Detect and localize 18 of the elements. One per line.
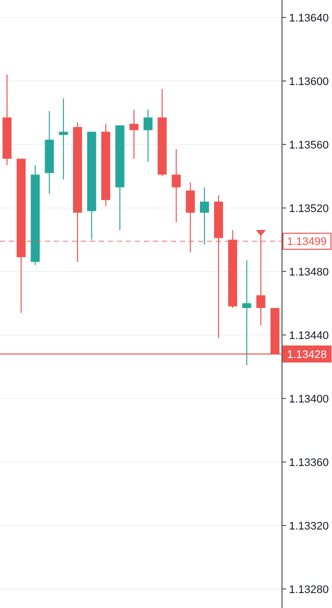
- y-tick-label: 1.13400: [289, 393, 329, 406]
- y-tick-label: 1.13520: [289, 202, 329, 215]
- y-tick-label: 1.13440: [289, 330, 329, 342]
- ref-line-label: 1.13499: [287, 236, 327, 248]
- candlestick: [200, 186, 209, 245]
- y-tick-label: 1.13480: [289, 266, 329, 278]
- ref-line-label: 1.13428: [287, 348, 327, 361]
- candlestick: [129, 109, 138, 160]
- candlestick: [242, 260, 252, 366]
- candlestick: [58, 98, 68, 180]
- y-tick-label: 1.13640: [289, 12, 329, 24]
- y-tick-label: 1.13360: [289, 456, 329, 469]
- y-tick-label: 1.13560: [289, 139, 329, 152]
- y-tick-label: 1.13600: [289, 76, 329, 88]
- y-tick-label: 1.13320: [289, 520, 329, 532]
- y-tick-label: 1.13280: [289, 584, 329, 596]
- candlestick: [172, 148, 181, 223]
- candlestick: [144, 109, 153, 162]
